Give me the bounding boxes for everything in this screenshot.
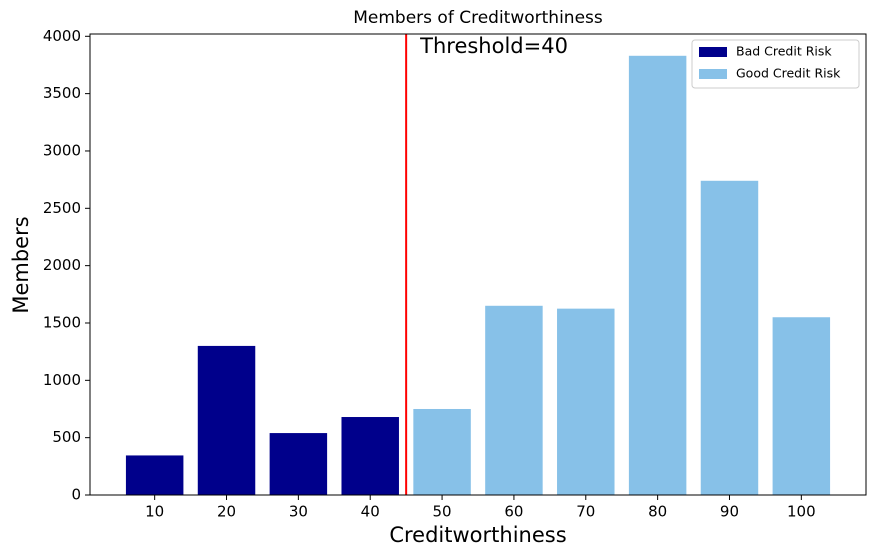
y-tick-label: 1000 <box>43 371 81 389</box>
x-tick-label: 10 <box>145 503 164 521</box>
x-tick-label: 100 <box>787 503 816 521</box>
x-tick-label: 50 <box>433 503 452 521</box>
bar <box>700 180 759 495</box>
x-tick-label: 70 <box>576 503 595 521</box>
y-tick-label: 1500 <box>43 313 81 331</box>
x-tick-label: 30 <box>289 503 308 521</box>
legend-box <box>691 39 860 89</box>
y-axis-label: Members <box>9 216 33 313</box>
legend-swatch <box>699 69 727 79</box>
plot-frame <box>89 33 867 496</box>
y-tick-label: 2500 <box>43 199 81 217</box>
chart-title: Members of Creditworthiness <box>353 8 603 28</box>
x-tick-label: 90 <box>720 503 739 521</box>
legend-label: Bad Credit Risk <box>736 44 832 59</box>
bar <box>125 455 184 495</box>
bar <box>485 305 543 495</box>
legend-swatch <box>699 47 727 57</box>
bar <box>197 345 256 495</box>
bar <box>413 408 471 495</box>
x-tick-label: 40 <box>361 503 380 521</box>
x-tick-label: 80 <box>648 503 667 521</box>
bar <box>557 308 615 495</box>
y-tick-label: 2000 <box>43 256 81 274</box>
y-tick-label: 500 <box>52 428 81 446</box>
bar <box>772 317 831 495</box>
x-axis-label: Creditworthiness <box>389 523 566 547</box>
threshold-label: Threshold=40 <box>419 34 568 58</box>
bar <box>269 433 328 495</box>
x-tick-label: 20 <box>217 503 236 521</box>
y-tick-label: 3500 <box>43 84 81 102</box>
y-tick-label: 0 <box>71 486 81 504</box>
legend-label: Good Credit Risk <box>736 66 841 81</box>
x-tick-label: 60 <box>504 503 523 521</box>
bar <box>341 417 399 495</box>
bar <box>628 55 687 495</box>
y-tick-label: 4000 <box>43 27 81 45</box>
y-tick-label: 3000 <box>43 141 81 159</box>
